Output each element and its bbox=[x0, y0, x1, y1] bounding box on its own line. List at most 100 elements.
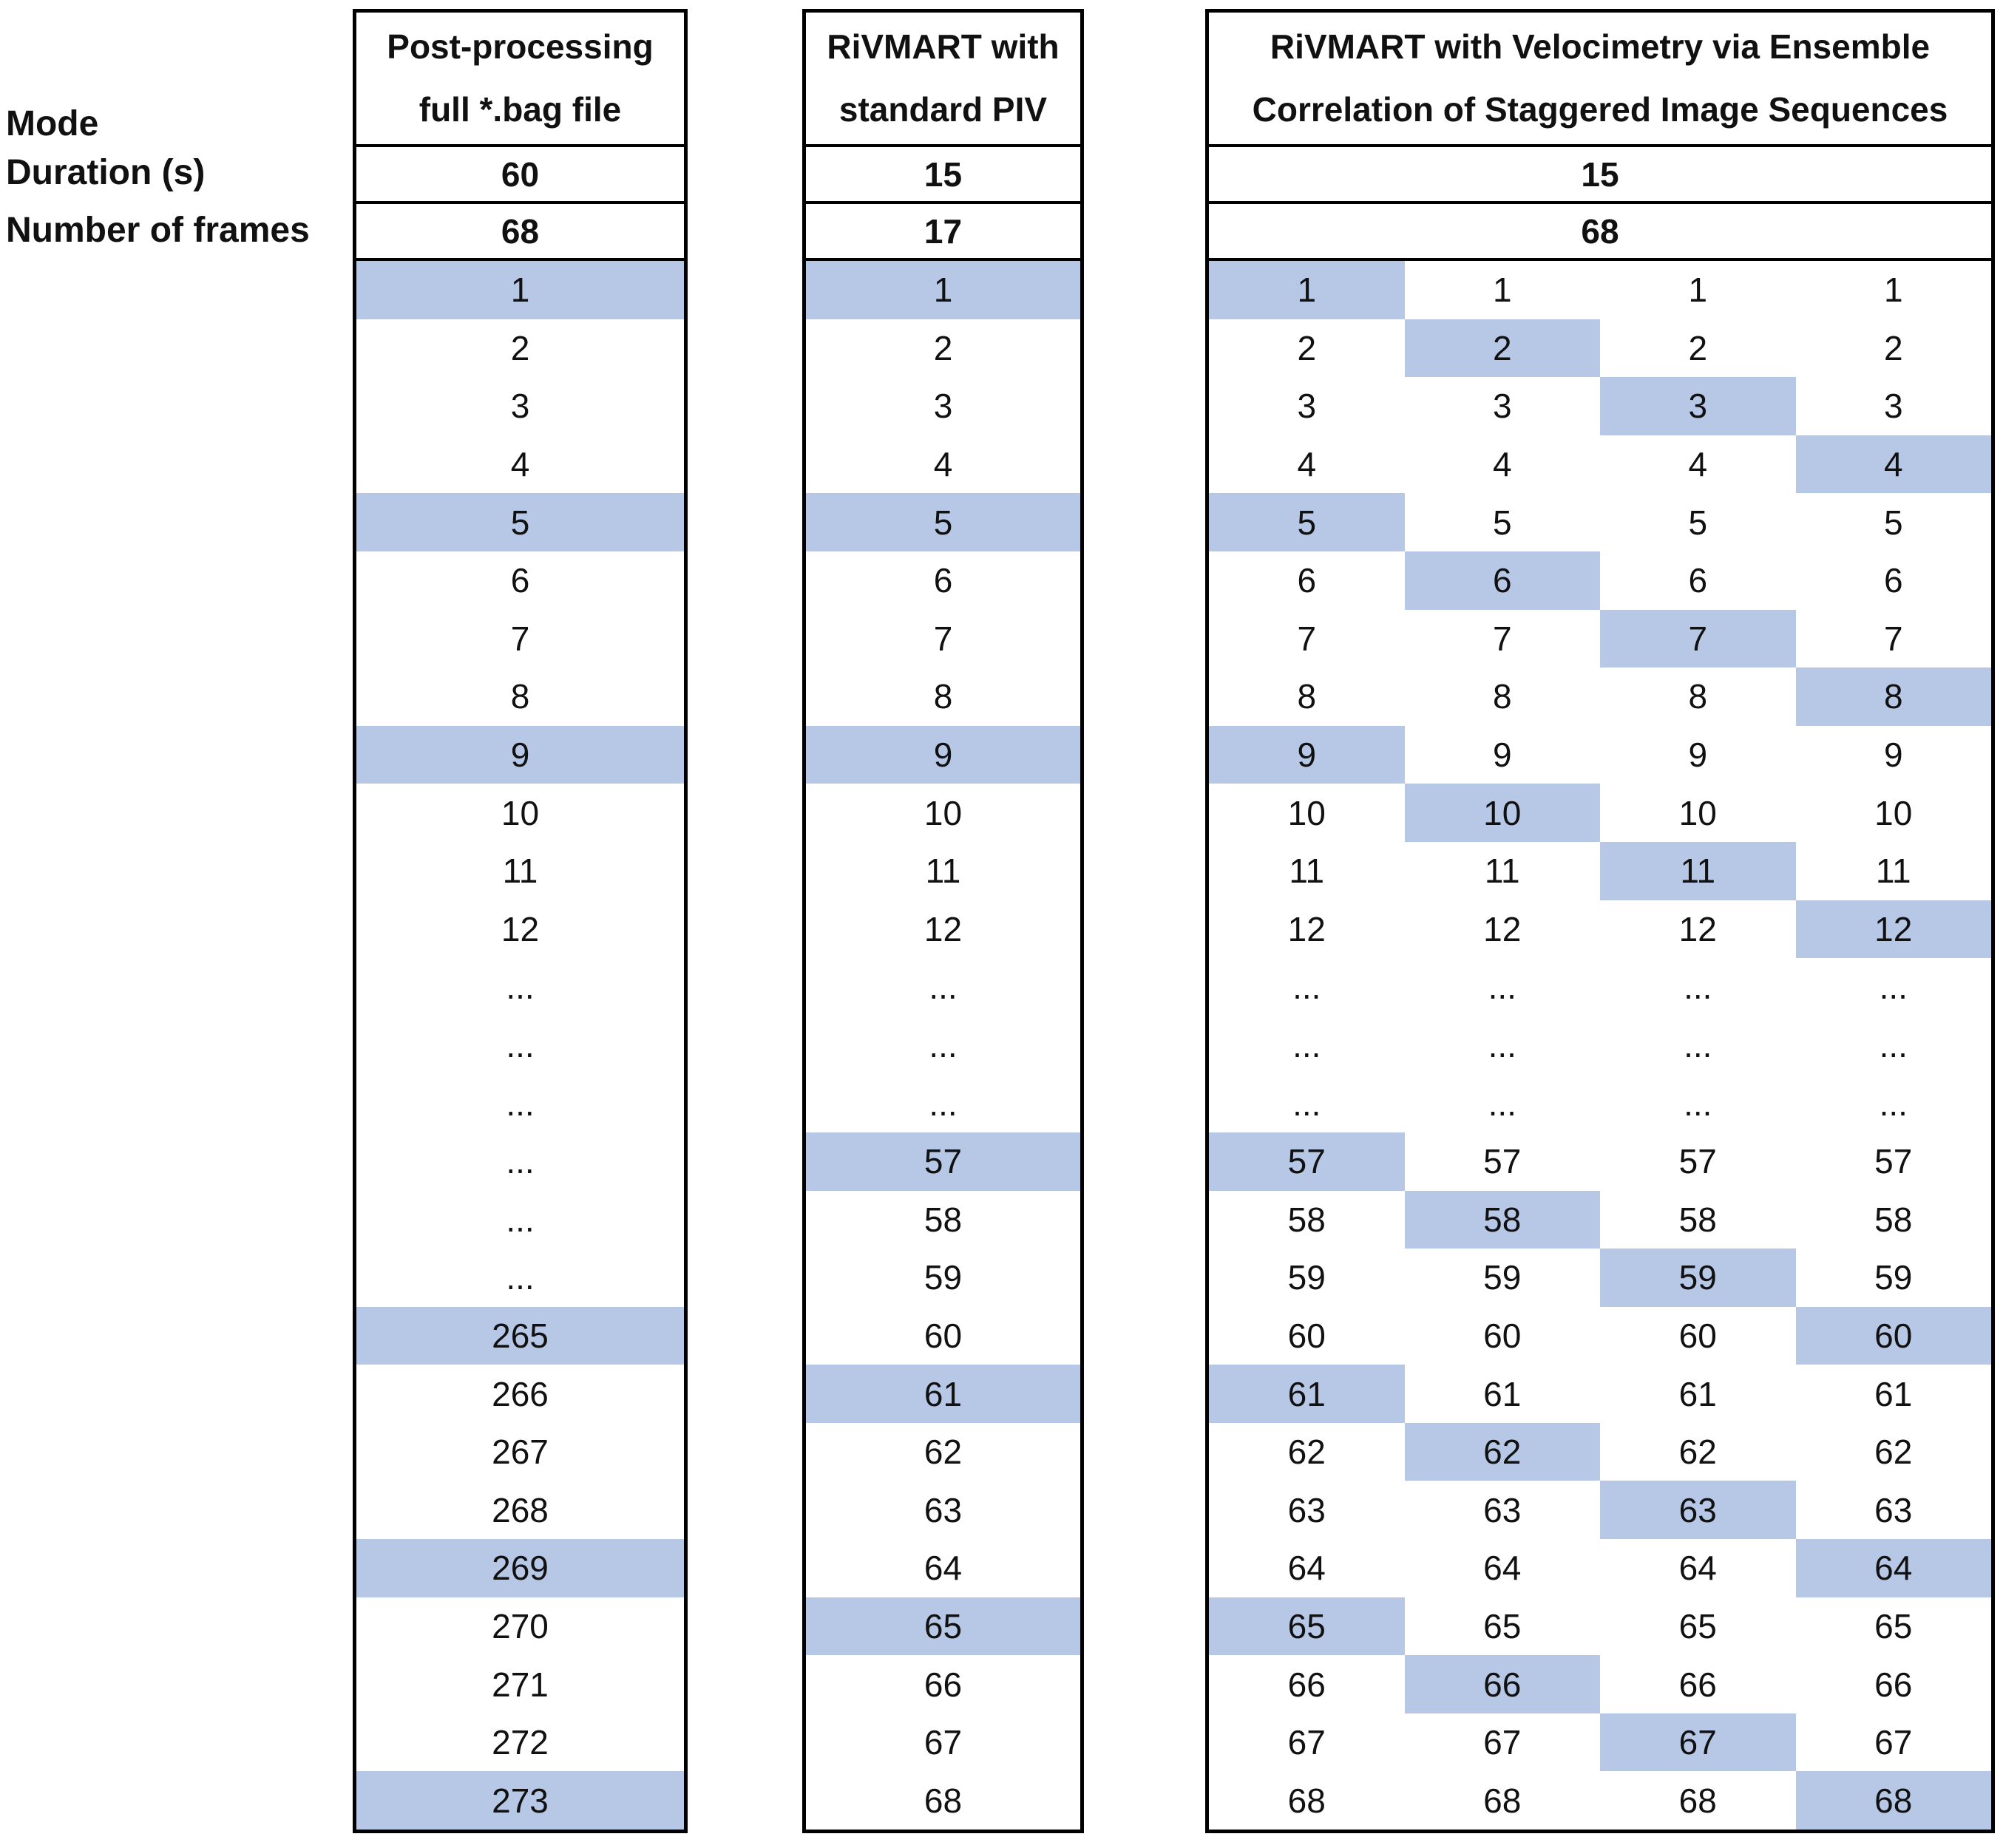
row-label-duration: Duration (s) bbox=[6, 144, 205, 201]
frame-cell-highlighted: 62 bbox=[1404, 1422, 1600, 1481]
frame-row: 62 bbox=[806, 1423, 1080, 1481]
frame-cell: 1 bbox=[1492, 271, 1512, 310]
frame-row: 4 bbox=[806, 435, 1080, 494]
frame-cell: 2 bbox=[510, 328, 530, 367]
frame-row: 270 bbox=[356, 1597, 684, 1656]
frame-row: 9 bbox=[806, 725, 1080, 784]
frame-cell: 65 bbox=[1678, 1606, 1717, 1645]
frame-cell: ... bbox=[1292, 1026, 1321, 1065]
frame-cell-highlighted: 57 bbox=[806, 1132, 1080, 1191]
frames-value: 68 bbox=[1209, 204, 1991, 261]
frame-cell: ... bbox=[1684, 1026, 1712, 1065]
frame-row: 266 bbox=[356, 1365, 684, 1423]
table-mode-header-line2: standard PIV bbox=[838, 90, 1048, 129]
frame-cell: ... bbox=[1292, 968, 1321, 1007]
frame-row: 68 bbox=[806, 1771, 1080, 1830]
frame-row: 2 bbox=[806, 319, 1080, 378]
frame-cell: ... bbox=[506, 1142, 535, 1181]
frame-cell: 66 bbox=[1287, 1665, 1326, 1704]
frame-cell: 68 bbox=[1483, 1781, 1522, 1820]
table-mode-header: RiVMART with Velocimetry via Ensemble Co… bbox=[1209, 13, 1991, 147]
frame-row: 10 10 10 10 bbox=[1209, 784, 1991, 842]
frame-cell: 7 bbox=[1883, 619, 1903, 658]
frame-cell: 67 bbox=[1874, 1723, 1913, 1762]
frame-row: 6 bbox=[806, 551, 1080, 610]
frame-cell: 62 bbox=[923, 1433, 963, 1472]
frame-cell: 10 bbox=[1678, 793, 1717, 832]
frame-row: ... bbox=[806, 1016, 1080, 1075]
frame-row: ... bbox=[356, 1191, 684, 1249]
frame-row: 63 bbox=[806, 1481, 1080, 1539]
frame-cell: 61 bbox=[1874, 1374, 1913, 1413]
frame-cell: ... bbox=[1879, 1026, 1908, 1065]
frame-cell: 272 bbox=[492, 1723, 549, 1762]
frame-cell: 68 bbox=[1678, 1781, 1717, 1820]
frame-cell: 4 bbox=[933, 445, 953, 484]
frame-cell-highlighted: 7 bbox=[1600, 609, 1796, 668]
frame-cell-highlighted: 4 bbox=[1795, 435, 1991, 494]
frame-cell: 8 bbox=[510, 677, 530, 716]
table-mode-header-line2: Correlation of Staggered Image Sequences bbox=[1252, 90, 1948, 129]
frame-cell: 60 bbox=[1678, 1316, 1717, 1355]
frame-cell: 68 bbox=[1287, 1781, 1326, 1820]
frame-cell-highlighted: 65 bbox=[1209, 1597, 1405, 1656]
frame-cell: 65 bbox=[1874, 1606, 1913, 1645]
table-mode-header-line1: RiVMART with Velocimetry via Ensemble bbox=[1270, 27, 1931, 66]
table-body: 1 1 1 1 2 2 2 2 3 3 3 3 4 4 4 4 5 5 5 5 6 6 6 6 7 7 7 7 8 8 8 8 9 9 9 9 10 10… bbox=[1209, 261, 1991, 1830]
frame-row: 5 bbox=[806, 493, 1080, 551]
frame-row: 63 63 63 63 bbox=[1209, 1481, 1991, 1540]
frame-cell: 268 bbox=[492, 1490, 549, 1529]
frame-cell-highlighted: 11 bbox=[1600, 841, 1796, 900]
frame-cell-highlighted: 5 bbox=[356, 493, 684, 551]
frame-cell: 4 bbox=[1492, 445, 1512, 484]
table-mode-header: RiVMART with standard PIV bbox=[806, 13, 1080, 147]
frame-cell: 3 bbox=[933, 387, 953, 426]
frame-row: 8 bbox=[356, 667, 684, 726]
frame-cell: 61 bbox=[1678, 1374, 1717, 1413]
frame-cell: 67 bbox=[1483, 1723, 1522, 1762]
frame-cell: ... bbox=[1488, 1026, 1516, 1065]
frame-row: 68 68 68 68 bbox=[1209, 1771, 1991, 1830]
frame-cell-highlighted: 60 bbox=[1795, 1306, 1991, 1365]
frame-row: 65 bbox=[806, 1597, 1080, 1656]
frame-row: 60 bbox=[806, 1307, 1080, 1365]
frame-cell: 64 bbox=[1287, 1549, 1326, 1588]
frame-cell: 12 bbox=[501, 909, 540, 948]
frame-row: 65 65 65 65 bbox=[1209, 1597, 1991, 1656]
frame-row: 66 66 66 66 bbox=[1209, 1655, 1991, 1713]
frame-cell: 12 bbox=[923, 909, 963, 948]
frame-row: 60 60 60 60 bbox=[1209, 1306, 1991, 1365]
frame-cell: 9 bbox=[1688, 736, 1708, 775]
frame-cell: 11 bbox=[502, 852, 538, 891]
frame-row: 10 bbox=[356, 784, 684, 842]
frame-cell-highlighted: 63 bbox=[1600, 1481, 1796, 1540]
frame-cell-highlighted: 61 bbox=[1209, 1365, 1405, 1423]
frame-cell-highlighted: 1 bbox=[356, 261, 684, 319]
frame-row: ... bbox=[806, 958, 1080, 1016]
frame-cell: 64 bbox=[1678, 1549, 1717, 1588]
frame-row: 12 12 12 12 bbox=[1209, 900, 1991, 959]
frame-cell: 2 bbox=[1297, 328, 1317, 367]
table-body: 1 2 3 4 5 6 7 8 9 10 11 12.................. 265 266 2… bbox=[356, 261, 684, 1830]
frame-row: 265 bbox=[356, 1306, 684, 1365]
frame-cell: ... bbox=[929, 1084, 958, 1123]
frame-cell: ... bbox=[506, 1200, 535, 1239]
frame-row: 11 11 11 11 bbox=[1209, 841, 1991, 900]
frame-cell: 8 bbox=[933, 677, 953, 716]
frame-cell: ... bbox=[929, 968, 958, 1007]
frame-row: 5 5 5 5 bbox=[1209, 493, 1991, 551]
frame-row: ............ bbox=[1209, 958, 1991, 1016]
frame-row: 64 64 64 64 bbox=[1209, 1539, 1991, 1597]
frame-cell: 9 bbox=[1492, 736, 1512, 775]
frame-row: 66 bbox=[806, 1655, 1080, 1713]
frame-cell: 59 bbox=[1287, 1258, 1326, 1297]
row-label-frames: Number of frames bbox=[6, 201, 310, 259]
frame-row: 11 bbox=[806, 842, 1080, 900]
frame-cell: 5 bbox=[1492, 503, 1512, 542]
frame-cell: 60 bbox=[1287, 1316, 1326, 1355]
frame-row: 5 bbox=[356, 493, 684, 551]
frame-row: 57 57 57 57 bbox=[1209, 1132, 1991, 1191]
frame-row: 9 bbox=[356, 725, 684, 784]
frame-cell: 63 bbox=[1287, 1490, 1326, 1529]
